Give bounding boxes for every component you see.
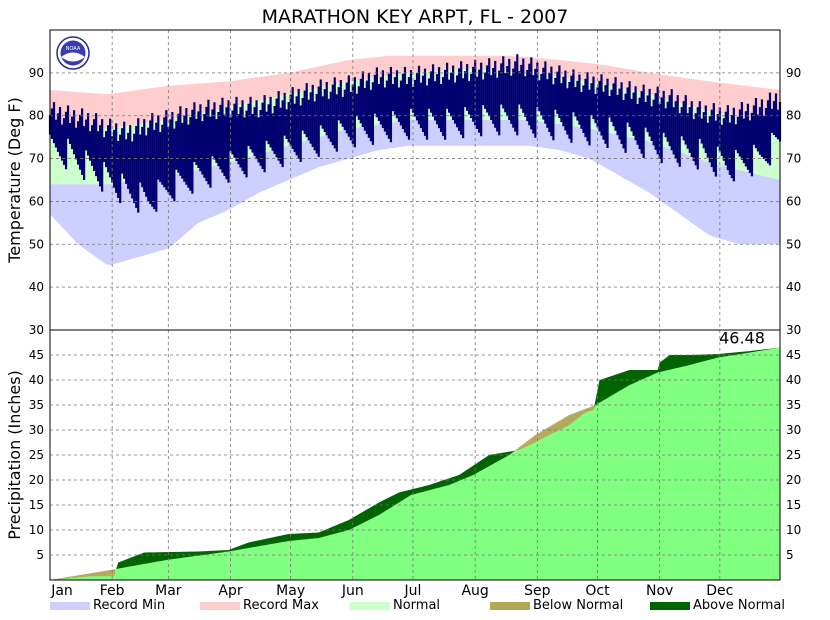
temperature-panel — [48, 54, 782, 266]
legend-label: Record Max — [243, 598, 319, 613]
month-label: Jan — [50, 583, 73, 599]
precip-total-annotation: 46.48 — [719, 329, 765, 348]
legend-label: Above Normal — [693, 598, 785, 613]
noaa-logo-icon: NOAA — [56, 36, 90, 70]
temp-tick-label-left: 70 — [29, 152, 44, 166]
precip-tick-label-right: 15 — [786, 498, 801, 512]
precip-tick-label-right: 10 — [786, 523, 801, 537]
precip-tick-label-right: 20 — [786, 473, 801, 487]
temp-tick-label-left: 40 — [29, 280, 44, 294]
legend-item: Below Normal — [490, 598, 623, 614]
axes: 40 40 50 50 60 60 70 70 80 80 90 90 30 30 5 5 10 10 15 15 20… — [5, 29, 801, 599]
legend-swatch — [650, 601, 690, 610]
month-label: Sep — [524, 583, 551, 599]
legend-item: Record Min — [50, 598, 165, 614]
legend-label: Normal — [393, 598, 441, 613]
month-label: Jul — [404, 583, 422, 599]
precip-tick-label-left: 45 — [29, 348, 44, 362]
precip-tick-label-left: 15 — [29, 498, 44, 512]
month-label: Oct — [585, 583, 610, 599]
precip-tick-label-left: 30 — [29, 423, 44, 437]
temp-tick-label-right: 80 — [786, 109, 801, 123]
chart-title: MARATHON KEY ARPT, FL - 2007 — [261, 6, 569, 28]
temp-tick-label-right: 60 — [786, 194, 801, 208]
precip-tick-label-left: 35 — [29, 398, 44, 412]
month-label: Jun — [341, 583, 364, 599]
precip-tick-label-right: 45 — [786, 348, 801, 362]
month-label: Nov — [646, 583, 673, 599]
precipitation-axis-title: Precipitation (Inches) — [5, 370, 24, 540]
precip-tick-label-right: 5 — [786, 548, 794, 562]
temp-tick-label-right: 90 — [786, 66, 801, 80]
temperature-axis-title: Temperature (Deg F) — [5, 97, 24, 264]
legend-swatch — [200, 601, 240, 610]
precip-tick-label-left: 10 — [29, 523, 44, 537]
temp-tick-label-left: 90 — [29, 66, 44, 80]
month-label: Aug — [461, 583, 488, 599]
month-label: Dec — [706, 583, 733, 599]
legend-swatch — [490, 601, 530, 610]
legend-swatch — [350, 601, 390, 610]
temp-tick-label-right: 40 — [786, 280, 801, 294]
temp-tick-label-right: 70 — [786, 152, 801, 166]
legend-item: Above Normal — [650, 598, 785, 614]
legend-swatch — [50, 601, 90, 610]
precip-tick-label-left: 5 — [36, 548, 44, 562]
precip-top-label-right: 30 — [786, 323, 801, 337]
month-label: Mar — [155, 583, 182, 599]
precip-normal-area — [50, 347, 780, 580]
precip-tick-label-right: 25 — [786, 448, 801, 462]
precipitation-panel — [50, 347, 782, 580]
month-label: May — [276, 583, 305, 599]
month-label: Apr — [218, 583, 242, 599]
legend-label: Record Min — [93, 598, 166, 613]
svg-text:NOAA: NOAA — [66, 46, 81, 52]
precip-tick-label-right: 30 — [786, 423, 801, 437]
legend-item: Record Max — [200, 598, 319, 614]
temp-tick-label-left: 60 — [29, 194, 44, 208]
precipitation-frame — [49, 329, 781, 581]
precip-top-label-left: 30 — [29, 323, 44, 337]
temp-tick-label-left: 50 — [29, 237, 44, 251]
temp-tick-label-left: 80 — [29, 109, 44, 123]
legend-item: Normal — [350, 598, 440, 614]
precip-tick-label-left: 25 — [29, 448, 44, 462]
temp-tick-label-right: 50 — [786, 237, 801, 251]
precip-tick-label-left: 40 — [29, 373, 44, 387]
legend-label: Below Normal — [533, 598, 624, 613]
precip-tick-label-right: 40 — [786, 373, 801, 387]
month-label: Feb — [100, 583, 125, 599]
precip-tick-label-right: 35 — [786, 398, 801, 412]
precip-tick-label-left: 20 — [29, 473, 44, 487]
